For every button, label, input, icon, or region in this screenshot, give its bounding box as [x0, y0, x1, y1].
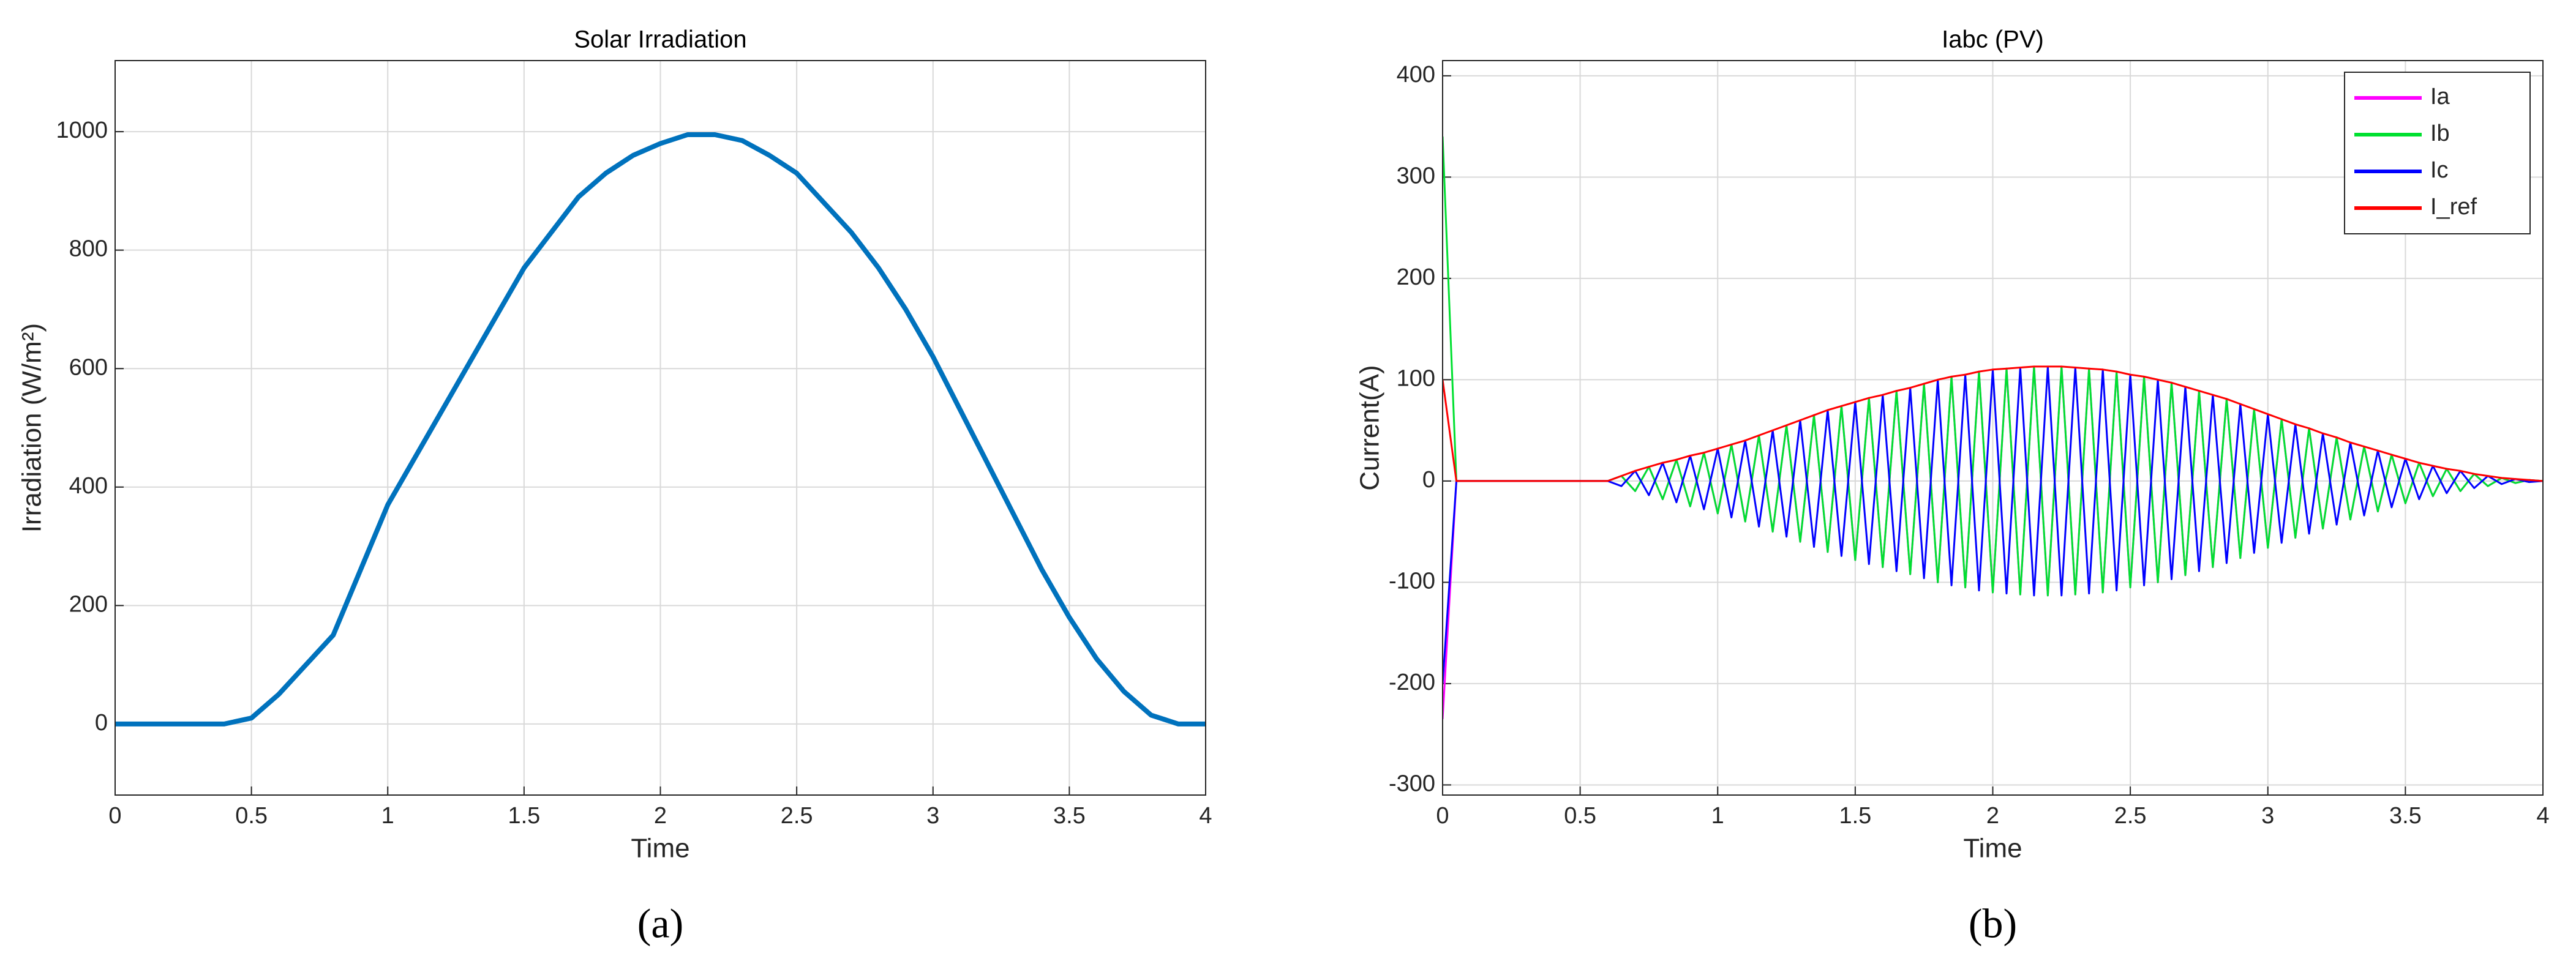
- y-tick-label: 200: [69, 591, 108, 617]
- x-tick-label: 0: [108, 803, 121, 829]
- x-tick-label: 0.5: [1564, 803, 1596, 829]
- x-axis-label: Time: [1963, 834, 2022, 864]
- x-tick-label: 3.5: [2389, 803, 2422, 829]
- y-tick-label: 0: [1422, 467, 1435, 493]
- x-tick-label: 1.5: [508, 803, 540, 829]
- x-tick-label: 1: [1711, 803, 1724, 829]
- legend-label: Ib: [2430, 121, 2450, 146]
- x-tick-label: 3: [926, 803, 939, 829]
- data-line: [115, 132, 1206, 727]
- x-tick-label: 2.5: [2114, 803, 2147, 829]
- x-tick-label: 3.5: [1053, 803, 1086, 829]
- caption: (b): [1969, 900, 2017, 947]
- axes-box: [1442, 60, 2544, 796]
- x-tick-label: 4: [1199, 803, 1212, 829]
- x-tick-label: 0: [1436, 803, 1449, 829]
- y-tick-label: -200: [1389, 670, 1435, 695]
- y-tick-label: 600: [69, 354, 108, 380]
- x-tick-label: 2: [1986, 803, 1999, 829]
- y-tick-label: 1000: [56, 118, 108, 143]
- y-tick-label: 400: [69, 473, 108, 499]
- x-tick-label: 2.5: [781, 803, 813, 829]
- y-tick-label: -100: [1389, 568, 1435, 594]
- x-tick-label: 4: [2536, 803, 2549, 829]
- caption: (a): [637, 900, 683, 947]
- y-tick-label: -300: [1389, 771, 1435, 796]
- y-tick-label: 300: [1397, 163, 1435, 189]
- x-tick-label: 2: [654, 803, 667, 829]
- y-axis-label: Current(A): [1355, 365, 1385, 490]
- axes-box: [115, 60, 1206, 796]
- legend-label: Ic: [2430, 157, 2449, 183]
- x-tick-label: 1.5: [1839, 803, 1871, 829]
- y-tick-label: 100: [1397, 365, 1435, 391]
- legend-label: Ia: [2430, 84, 2450, 110]
- y-tick-label: 800: [69, 236, 108, 262]
- y-tick-label: 400: [1397, 62, 1435, 88]
- chart-title: Iabc (PV): [1942, 26, 2044, 53]
- y-axis-label: Irradiation (W/m²): [17, 323, 47, 532]
- data-line: [1443, 365, 2543, 482]
- x-axis-label: Time: [631, 834, 689, 864]
- y-tick-label: 200: [1397, 264, 1435, 290]
- x-tick-label: 3: [2261, 803, 2274, 829]
- x-tick-label: 0.5: [235, 803, 268, 829]
- chart-title: Solar Irradiation: [574, 26, 746, 53]
- y-tick-label: 0: [95, 710, 108, 736]
- x-tick-label: 1: [381, 803, 394, 829]
- legend-label: I_ref: [2430, 194, 2477, 220]
